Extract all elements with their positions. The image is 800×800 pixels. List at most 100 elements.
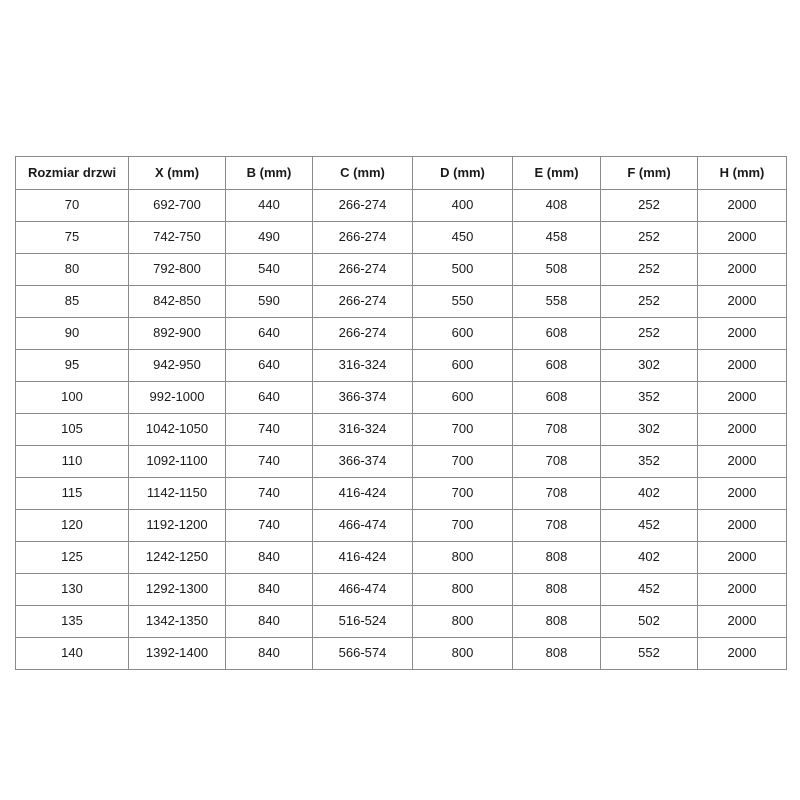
cell-door-size: 130 [15,573,129,606]
cell-value: 352 [600,381,698,414]
cell-value: 840 [225,605,313,638]
column-header-6: F (mm) [600,156,698,190]
cell-value: 440 [225,189,313,222]
cell-door-size: 70 [15,189,129,222]
door-size-spec-table-container: Rozmiar drzwi X (mm) B (mm) C (mm) D (mm) E (… [15,156,787,670]
cell-door-size: 125 [15,541,129,574]
cell-value: 266-274 [312,285,413,318]
cell-value: 266-274 [312,189,413,222]
cell-value: 740 [225,509,313,542]
cell-value: 1292-1300 [128,573,226,606]
cell-door-size: 100 [15,381,129,414]
cell-value: 942-950 [128,349,226,382]
cell-value: 708 [512,509,601,542]
cell-value: 1142-1150 [128,477,226,510]
cell-value: 708 [512,413,601,446]
cell-value: 502 [600,605,698,638]
table-body: 70 692-700 440 266-274 400 408 252 2000 75 742-75… [15,189,787,670]
cell-value: 800 [412,637,513,670]
cell-value: 466-474 [312,573,413,606]
cell-value: 2000 [697,381,787,414]
table-header-row: Rozmiar drzwi X (mm) B (mm) C (mm) D (mm) E (… [15,156,787,190]
cell-value: 590 [225,285,313,318]
cell-value: 508 [512,253,601,286]
table-row: 140 1392-1400 840 566-574 800 808 552 2000 [15,637,787,670]
cell-value: 2000 [697,509,787,542]
table-row: 125 1242-1250 840 416-424 800 808 402 2000 [15,541,787,574]
column-header-2: B (mm) [225,156,313,190]
cell-value: 892-900 [128,317,226,350]
cell-door-size: 115 [15,477,129,510]
cell-value: 466-474 [312,509,413,542]
cell-value: 840 [225,637,313,670]
cell-value: 516-524 [312,605,413,638]
cell-door-size: 135 [15,605,129,638]
cell-value: 2000 [697,349,787,382]
cell-value: 608 [512,317,601,350]
cell-value: 1192-1200 [128,509,226,542]
cell-value: 2000 [697,541,787,574]
cell-value: 700 [412,413,513,446]
cell-door-size: 110 [15,445,129,478]
table-row: 75 742-750 490 266-274 450 458 252 2000 [15,221,787,254]
cell-value: 1092-1100 [128,445,226,478]
cell-value: 252 [600,189,698,222]
cell-door-size: 85 [15,285,129,318]
table-row: 130 1292-1300 840 466-474 800 808 452 2000 [15,573,787,606]
cell-value: 352 [600,445,698,478]
cell-value: 252 [600,285,698,318]
cell-value: 450 [412,221,513,254]
cell-value: 302 [600,349,698,382]
cell-value: 550 [412,285,513,318]
cell-value: 266-274 [312,317,413,350]
table-row: 80 792-800 540 266-274 500 508 252 2000 [15,253,787,286]
cell-door-size: 80 [15,253,129,286]
cell-value: 366-374 [312,445,413,478]
table-row: 135 1342-1350 840 516-524 800 808 502 2000 [15,605,787,638]
cell-value: 316-324 [312,349,413,382]
cell-value: 302 [600,413,698,446]
cell-value: 600 [412,317,513,350]
cell-value: 2000 [697,477,787,510]
cell-value: 400 [412,189,513,222]
cell-value: 252 [600,317,698,350]
cell-value: 566-574 [312,637,413,670]
table-header: Rozmiar drzwi X (mm) B (mm) C (mm) D (mm) E (… [15,156,787,190]
cell-value: 808 [512,605,601,638]
cell-value: 800 [412,541,513,574]
cell-value: 366-374 [312,381,413,414]
cell-value: 2000 [697,605,787,638]
cell-value: 252 [600,221,698,254]
cell-value: 600 [412,381,513,414]
cell-door-size: 90 [15,317,129,350]
cell-value: 1342-1350 [128,605,226,638]
cell-value: 992-1000 [128,381,226,414]
cell-value: 1242-1250 [128,541,226,574]
cell-value: 2000 [697,317,787,350]
cell-value: 552 [600,637,698,670]
cell-value: 700 [412,509,513,542]
cell-value: 640 [225,381,313,414]
table-row: 90 892-900 640 266-274 600 608 252 2000 [15,317,787,350]
cell-value: 452 [600,573,698,606]
cell-value: 840 [225,541,313,574]
cell-value: 458 [512,221,601,254]
cell-value: 2000 [697,413,787,446]
cell-value: 708 [512,477,601,510]
table-row: 100 992-1000 640 366-374 600 608 352 2000 [15,381,787,414]
cell-value: 792-800 [128,253,226,286]
cell-door-size: 95 [15,349,129,382]
cell-value: 840 [225,573,313,606]
column-header-7: H (mm) [697,156,787,190]
cell-value: 2000 [697,221,787,254]
table-row: 110 1092-1100 740 366-374 700 708 352 2000 [15,445,787,478]
cell-door-size: 140 [15,637,129,670]
table-row: 95 942-950 640 316-324 600 608 302 2000 [15,349,787,382]
cell-value: 2000 [697,253,787,286]
cell-value: 2000 [697,637,787,670]
cell-value: 402 [600,477,698,510]
cell-value: 808 [512,541,601,574]
column-header-0: Rozmiar drzwi [15,156,129,190]
cell-value: 2000 [697,573,787,606]
cell-value: 600 [412,349,513,382]
